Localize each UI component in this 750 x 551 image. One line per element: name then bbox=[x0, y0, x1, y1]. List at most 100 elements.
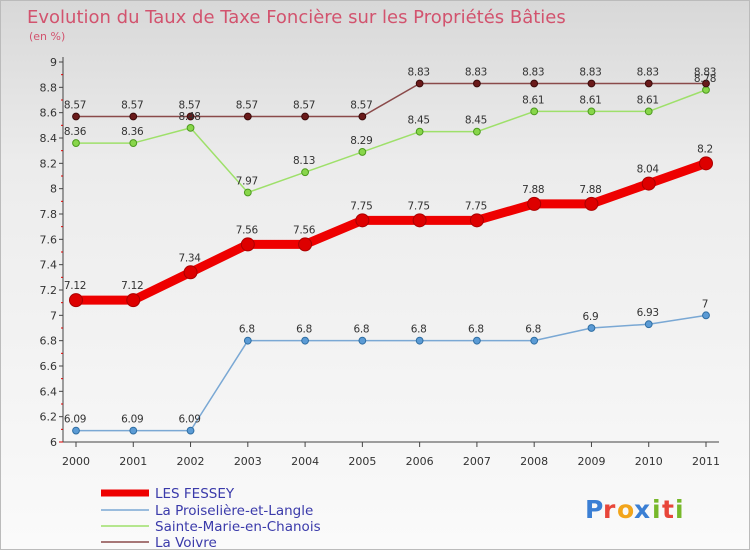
data-label: 8.83 bbox=[694, 67, 716, 79]
data-label: 7.12 bbox=[121, 280, 143, 292]
data-point bbox=[469, 213, 484, 228]
data-label: 8.57 bbox=[121, 99, 143, 111]
chart-title: Evolution du Taux de Taxe Foncière sur l… bbox=[27, 7, 566, 28]
data-point bbox=[412, 213, 427, 228]
x-tick-label: 2003 bbox=[234, 455, 262, 468]
data-label: 7.75 bbox=[350, 200, 372, 212]
data-point bbox=[72, 139, 80, 147]
data-label: 8.61 bbox=[522, 94, 544, 106]
data-label: 8.83 bbox=[522, 67, 544, 79]
data-label: 7.75 bbox=[465, 200, 487, 212]
y-tick-label: 8 bbox=[50, 183, 57, 196]
series-2 bbox=[72, 85, 710, 197]
data-point bbox=[355, 213, 370, 228]
data-point bbox=[301, 336, 309, 345]
logo-letter: r bbox=[603, 495, 616, 524]
data-point bbox=[415, 336, 424, 345]
data-label: 8.57 bbox=[64, 99, 86, 111]
series-3 bbox=[72, 79, 710, 121]
legend-label-2: Sainte-Marie-en-Chanois bbox=[155, 519, 321, 535]
data-point bbox=[587, 324, 596, 332]
data-label: 8.78 bbox=[694, 73, 716, 85]
data-label: 7.75 bbox=[408, 200, 430, 212]
data-label: 7.88 bbox=[579, 184, 601, 196]
data-point bbox=[72, 426, 80, 435]
x-tick-label: 2011 bbox=[692, 455, 720, 468]
data-label: 7.97 bbox=[236, 175, 258, 187]
series-line bbox=[76, 89, 707, 194]
data-point bbox=[530, 107, 539, 116]
data-point bbox=[584, 196, 599, 211]
series-line bbox=[76, 82, 706, 118]
data-point bbox=[644, 320, 653, 329]
series-line bbox=[76, 314, 707, 432]
x-tick-label: 2008 bbox=[520, 455, 548, 468]
data-point bbox=[644, 107, 653, 116]
y-tick-label: 8.6 bbox=[40, 107, 58, 120]
axes: 66.26.46.66.877.27.47.67.888.28.48.68.89… bbox=[40, 56, 721, 468]
data-point bbox=[702, 311, 710, 320]
data-point bbox=[587, 107, 596, 116]
data-point bbox=[129, 139, 138, 147]
data-label: 8.45 bbox=[465, 115, 487, 127]
data-label: 8.61 bbox=[579, 94, 601, 106]
data-label: 7.88 bbox=[522, 184, 544, 196]
data-label: 8.36 bbox=[121, 126, 144, 138]
data-label: 8.13 bbox=[293, 155, 315, 167]
x-tick-label: 2002 bbox=[177, 455, 205, 468]
data-point bbox=[473, 127, 481, 136]
data-point bbox=[699, 156, 713, 171]
data-label: 8.61 bbox=[637, 94, 659, 106]
data-label: 6.8 bbox=[525, 324, 541, 336]
data-point bbox=[530, 336, 539, 345]
data-label: 7 bbox=[702, 298, 708, 310]
data-point bbox=[69, 293, 83, 308]
data-label: 8.83 bbox=[637, 67, 659, 79]
legend-label-1: La Proiselière-et-Langle bbox=[155, 503, 313, 519]
data-label: 8.83 bbox=[579, 67, 601, 79]
series-1 bbox=[72, 311, 710, 435]
x-tick-label: 2004 bbox=[291, 455, 319, 468]
data-point bbox=[473, 336, 481, 345]
series-layer bbox=[69, 79, 713, 435]
y-tick-label: 7.2 bbox=[40, 284, 58, 297]
data-label: 6.09 bbox=[121, 414, 143, 426]
data-label: 8.29 bbox=[350, 135, 372, 147]
legend-label-3: La Voivre bbox=[155, 535, 217, 551]
legend-label-0: LES FESSEY bbox=[155, 486, 235, 502]
y-tick-label: 7 bbox=[50, 309, 57, 322]
data-label: 6.9 bbox=[583, 311, 599, 323]
data-point bbox=[641, 176, 656, 191]
data-point bbox=[301, 112, 309, 121]
y-tick-label: 6.8 bbox=[40, 335, 58, 348]
data-label: 6.09 bbox=[64, 414, 86, 426]
data-point bbox=[243, 336, 252, 345]
y-tick-label: 9 bbox=[50, 56, 57, 69]
data-label: 8.45 bbox=[408, 115, 430, 127]
y-tick-label: 7.6 bbox=[40, 233, 58, 246]
y-tick-label: 6 bbox=[50, 436, 57, 449]
y-tick-label: 8.2 bbox=[40, 157, 58, 170]
data-label: 7.12 bbox=[64, 280, 86, 292]
logo-letter: x bbox=[634, 495, 650, 524]
x-tick-label: 2009 bbox=[577, 455, 605, 468]
data-point bbox=[702, 85, 710, 94]
data-point bbox=[183, 265, 198, 280]
logo-letter: P bbox=[585, 495, 603, 524]
data-point bbox=[240, 237, 255, 252]
x-tick-label: 2010 bbox=[635, 455, 663, 468]
data-point bbox=[129, 112, 138, 121]
data-label: 6.8 bbox=[239, 324, 255, 336]
data-label: 8.04 bbox=[637, 164, 660, 176]
data-point bbox=[644, 79, 653, 88]
data-labels: 6.09 6.09 6.09 6.8 6.8 6.8 6.8 6.8 6.8 6.9 6.93 7 8.… bbox=[64, 67, 716, 426]
data-label: 6.09 bbox=[178, 414, 200, 426]
data-label: 8.83 bbox=[408, 67, 430, 79]
data-point bbox=[186, 123, 195, 132]
series-0 bbox=[69, 156, 713, 308]
series-line bbox=[76, 159, 708, 305]
data-label: 8.57 bbox=[293, 99, 315, 111]
data-point bbox=[243, 112, 252, 121]
logo-letter: i bbox=[652, 495, 661, 524]
